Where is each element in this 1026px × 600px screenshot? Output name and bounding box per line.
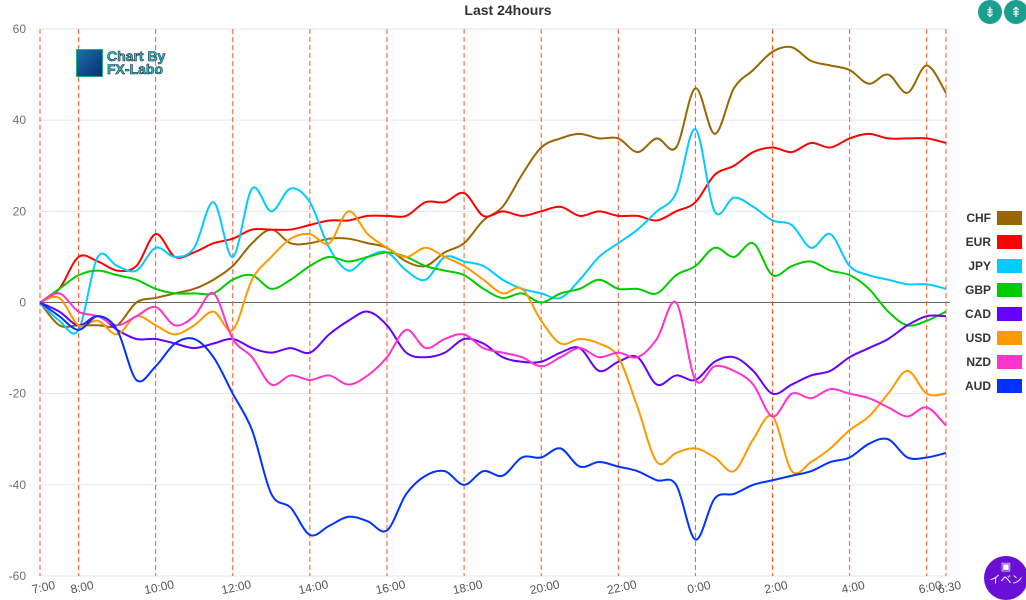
legend-item-usd[interactable]: USD: [960, 326, 1022, 350]
x-tick-label: 6:30: [937, 578, 963, 596]
y-tick-label: -60: [9, 569, 27, 583]
legend-swatch: [997, 211, 1022, 225]
magnifier-chart-icon: [76, 49, 103, 77]
legend-swatch: [997, 259, 1022, 273]
chart-title: Last 24hours: [464, 2, 552, 18]
y-tick-label: -20: [9, 387, 27, 401]
x-tick-label: 20:00: [529, 577, 562, 596]
event-button[interactable]: ▣ イベン: [984, 556, 1026, 600]
series-line-usd: [39, 210, 947, 475]
legend-swatch: [997, 283, 1022, 297]
x-tick-label: 8:00: [69, 578, 95, 596]
legend-label: CAD: [965, 307, 991, 321]
x-tick-label: 2:00: [763, 578, 789, 596]
y-tick-label: 20: [13, 204, 27, 218]
legend-label: CHF: [966, 211, 991, 225]
x-tick-label: 10:00: [143, 577, 176, 596]
logo-line-2: FX-Labo: [107, 61, 164, 77]
x-tick-label: 12:00: [220, 577, 253, 596]
calendar-icon: ▣: [1000, 561, 1012, 573]
x-tick-label: 6:00: [917, 578, 943, 596]
legend-item-chf[interactable]: CHF: [960, 206, 1022, 230]
series-line-jpy: [39, 128, 947, 335]
x-tick-label: 18:00: [451, 577, 484, 596]
legend-label: NZD: [966, 355, 991, 369]
y-tick-label: -40: [9, 478, 27, 492]
legend-swatch: [997, 379, 1022, 393]
x-tick-label: 0:00: [686, 578, 712, 596]
series-line-gbp: [39, 241, 947, 327]
x-tick-label: 4:00: [840, 578, 866, 596]
legend-item-gbp[interactable]: GBP: [960, 278, 1022, 302]
legend-item-cad[interactable]: CAD: [960, 302, 1022, 326]
x-tick-label: 14:00: [297, 577, 330, 596]
series-line-eur: [39, 132, 947, 304]
legend-swatch: [997, 355, 1022, 369]
legend-label: AUD: [965, 379, 991, 393]
expand-icon: ⇞: [1010, 3, 1022, 20]
series-line-chf: [39, 45, 947, 328]
y-tick-label: 40: [13, 113, 27, 127]
logo-line-1: Chart By: [107, 48, 166, 64]
legend-label: GBP: [964, 283, 991, 297]
compress-icon: ⇟: [984, 3, 996, 20]
legend-item-aud[interactable]: AUD: [960, 374, 1022, 398]
legend-item-nzd[interactable]: NZD: [960, 350, 1022, 374]
legend-label: EUR: [965, 235, 991, 249]
legend-item-jpy[interactable]: JPY: [960, 254, 1022, 278]
legend-label: JPY: [968, 259, 991, 273]
y-tick-label: 60: [13, 22, 27, 36]
x-tick-label: 7:00: [31, 578, 57, 596]
x-tick-label: 16:00: [374, 577, 407, 596]
compress-vertical-button[interactable]: ⇟: [978, 0, 1002, 24]
fx-labo-logo: Chart By FX-Labo: [76, 48, 166, 77]
series-line-cad: [39, 301, 947, 396]
series-line-aud: [39, 301, 947, 541]
x-tick-label: 22:00: [606, 577, 639, 596]
legend: CHF EUR JPY GBP CAD USD NZD AUD: [960, 206, 1022, 398]
event-button-label: イベン: [989, 574, 1023, 586]
legend-swatch: [997, 235, 1022, 249]
expand-vertical-button[interactable]: ⇞: [1004, 0, 1026, 24]
series-line-nzd: [39, 292, 947, 427]
y-tick-label: 0: [19, 296, 26, 310]
legend-swatch: [997, 307, 1022, 321]
legend-item-eur[interactable]: EUR: [960, 230, 1022, 254]
legend-label: USD: [965, 331, 991, 345]
legend-swatch: [997, 331, 1022, 345]
